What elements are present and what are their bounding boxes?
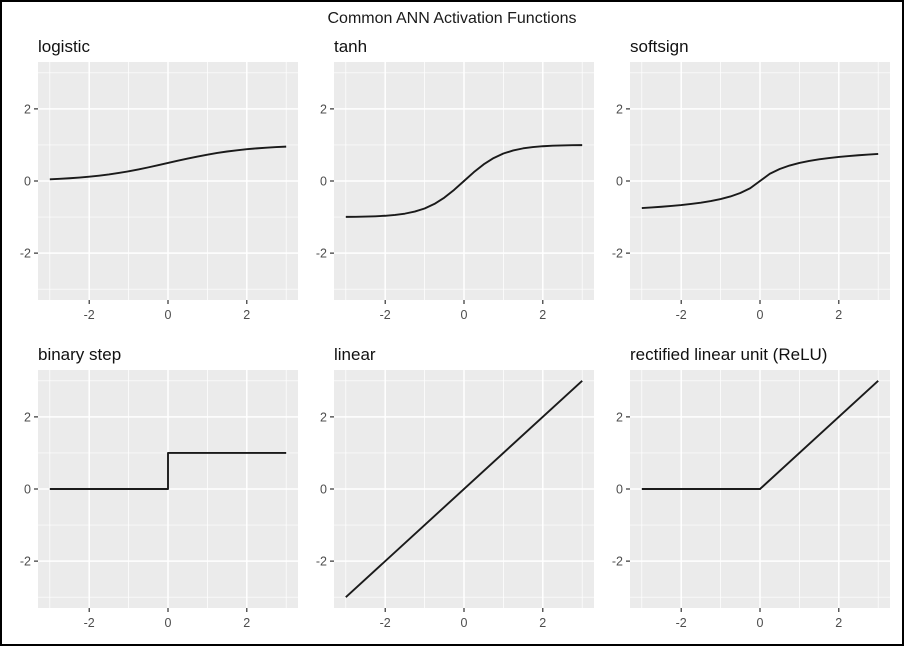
- svg-text:2: 2: [835, 616, 842, 630]
- figure-title: Common ANN Activation Functions: [327, 10, 577, 27]
- svg-text:2: 2: [320, 410, 327, 424]
- svg-text:2: 2: [616, 102, 623, 116]
- svg-text:-2: -2: [612, 247, 623, 261]
- svg-text:0: 0: [461, 616, 468, 630]
- svg-text:2: 2: [539, 616, 546, 630]
- svg-text:2: 2: [320, 102, 327, 116]
- svg-text:0: 0: [24, 483, 31, 497]
- svg-text:2: 2: [835, 308, 842, 322]
- subplot-tanh: tanh -2 0 2 -2 0 2: [306, 32, 602, 328]
- svg-text:-2: -2: [612, 555, 623, 569]
- charts-grid: logistic -2 0 2 -2 0 2 tanh -2 0 2 -2 0 2 softsign…: [2, 32, 902, 636]
- subplot-linear: linear -2 0 2 -2 0 2: [306, 340, 602, 636]
- plot-logistic: -2 0 2 -2 0 2: [20, 62, 298, 322]
- plot-softsign: -2 0 2 -2 0 2: [612, 62, 890, 322]
- svg-text:0: 0: [24, 175, 31, 189]
- svg-text:-2: -2: [316, 247, 327, 261]
- svg-text:0: 0: [757, 616, 764, 630]
- svg-text:-2: -2: [380, 308, 391, 322]
- subplot-logistic: logistic -2 0 2 -2 0 2: [10, 32, 306, 328]
- subplot-binary-step: binary step -2 0 2 -2 0 2: [10, 340, 306, 636]
- svg-text:0: 0: [757, 308, 764, 322]
- svg-text:2: 2: [24, 410, 31, 424]
- facet-title-linear: linear: [334, 345, 376, 364]
- svg-text:-2: -2: [316, 555, 327, 569]
- svg-text:0: 0: [616, 483, 623, 497]
- facet-title-relu: rectified linear unit (ReLU): [630, 345, 828, 364]
- svg-text:2: 2: [243, 308, 250, 322]
- svg-text:-2: -2: [20, 247, 31, 261]
- svg-text:-2: -2: [84, 308, 95, 322]
- svg-text:-2: -2: [676, 616, 687, 630]
- facet-title-logistic: logistic: [38, 37, 90, 56]
- plot-binary-step: -2 0 2 -2 0 2: [20, 370, 298, 630]
- svg-text:0: 0: [165, 308, 172, 322]
- plot-tanh: -2 0 2 -2 0 2: [316, 62, 594, 322]
- svg-text:2: 2: [24, 102, 31, 116]
- svg-text:2: 2: [539, 308, 546, 322]
- facet-title-softsign: softsign: [630, 37, 689, 56]
- subplot-relu: rectified linear unit (ReLU) -2 0 2 -2 0 2: [602, 340, 898, 636]
- svg-text:-2: -2: [380, 616, 391, 630]
- svg-text:-2: -2: [20, 555, 31, 569]
- svg-text:-2: -2: [676, 308, 687, 322]
- svg-text:0: 0: [320, 175, 327, 189]
- svg-text:-2: -2: [84, 616, 95, 630]
- facet-title-tanh: tanh: [334, 37, 368, 56]
- svg-text:2: 2: [616, 410, 623, 424]
- svg-text:0: 0: [616, 175, 623, 189]
- svg-text:0: 0: [165, 616, 172, 630]
- facet-title-binary-step: binary step: [38, 345, 122, 364]
- svg-text:0: 0: [461, 308, 468, 322]
- svg-text:2: 2: [243, 616, 250, 630]
- subplot-softsign: softsign -2 0 2 -2 0 2: [602, 32, 898, 328]
- plot-linear: -2 0 2 -2 0 2: [316, 370, 594, 630]
- svg-text:0: 0: [320, 483, 327, 497]
- plot-relu: -2 0 2 -2 0 2: [612, 370, 890, 630]
